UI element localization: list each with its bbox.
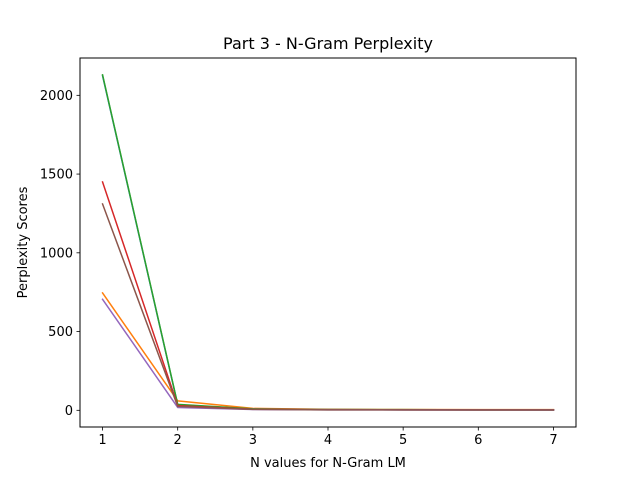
x-axis-label: N values for N-Gram LM [250, 456, 406, 471]
x-tick-label: 6 [474, 433, 482, 448]
plot-frame [79, 57, 577, 428]
y-tick-label: 500 [48, 325, 73, 340]
x-tick-label: 2 [174, 433, 182, 448]
y-axis-label: Perplexity Scores [16, 186, 31, 298]
x-tick-label: 7 [549, 433, 557, 448]
x-tick-label: 1 [98, 433, 106, 448]
series-line-6 [101, 203, 555, 411]
y-tick-label: 1500 [40, 168, 73, 183]
y-tick-label: 0 [65, 404, 73, 419]
y-tick-label: 1000 [40, 246, 73, 261]
x-tick-label: 3 [249, 433, 257, 448]
chart-title: Part 3 - N-Gram Perplexity [223, 34, 433, 53]
series-layer [101, 73, 555, 411]
x-tick-label: 4 [324, 433, 332, 448]
y-axis-ticks: 0 500 1000 1500 2000 [40, 89, 80, 419]
x-tick-label: 5 [399, 433, 407, 448]
y-tick-label: 2000 [40, 89, 73, 104]
x-axis-ticks: 1 2 3 4 5 6 7 [98, 427, 558, 448]
